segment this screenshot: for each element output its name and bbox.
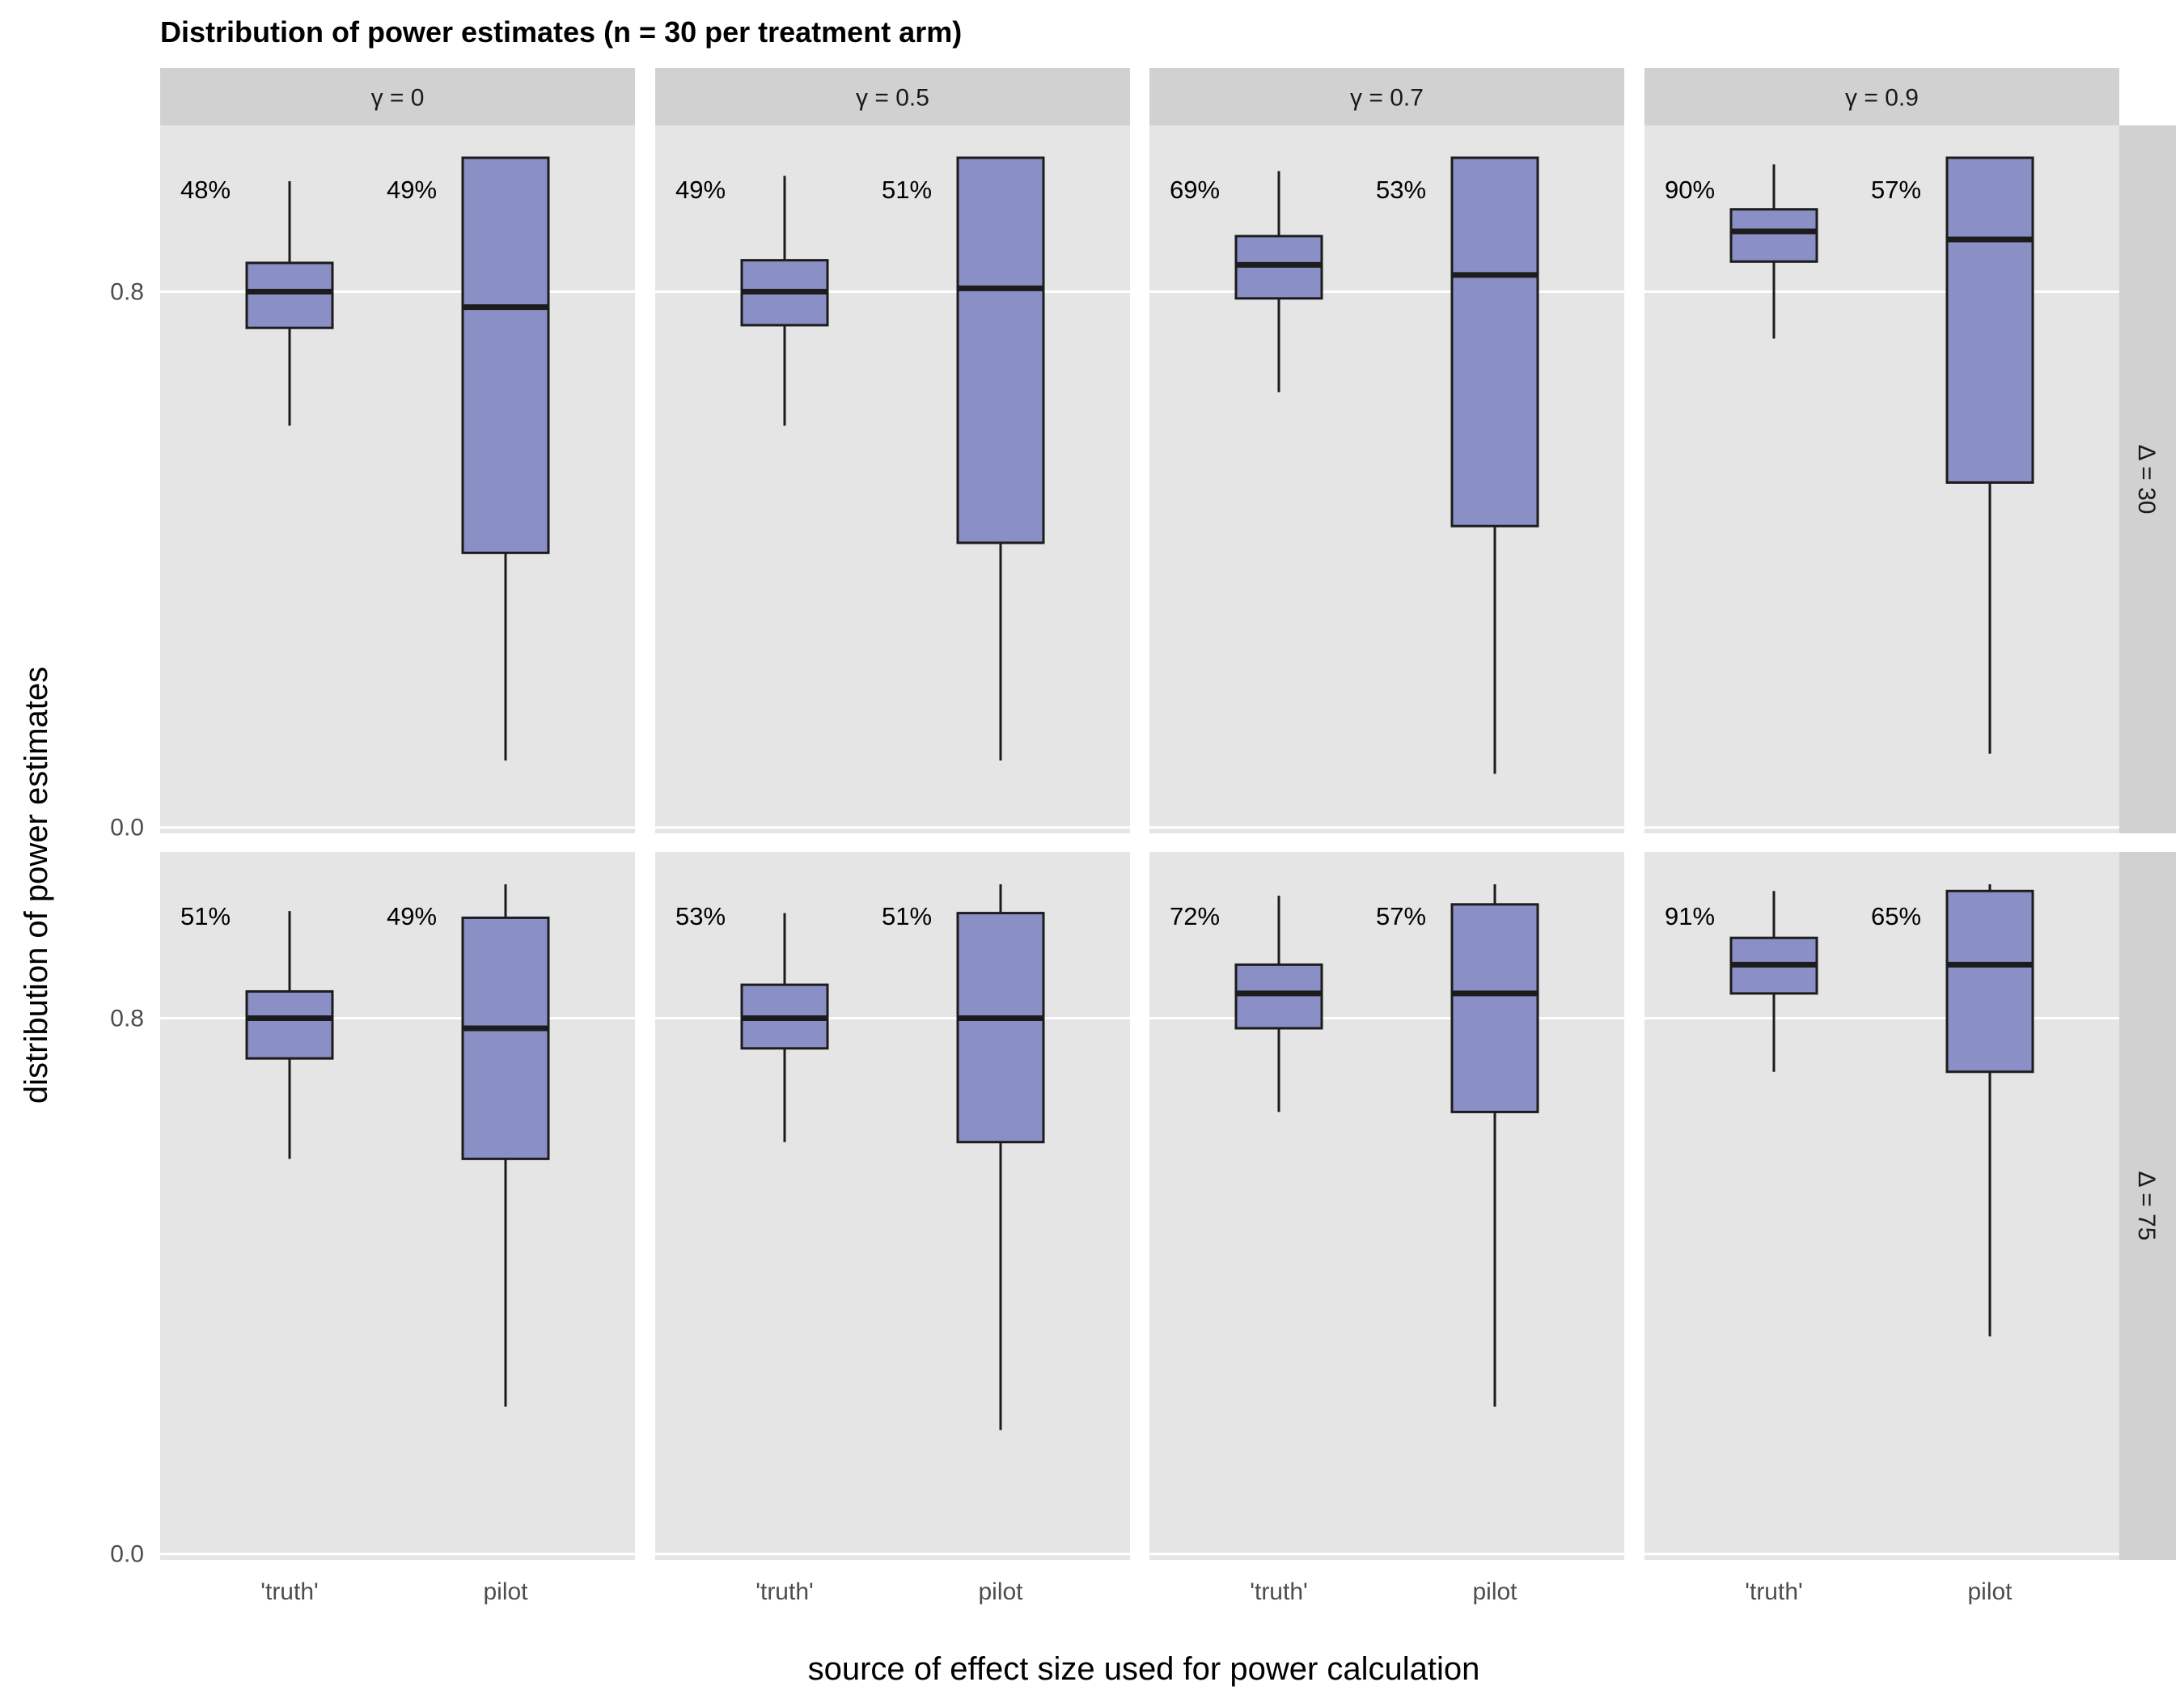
y-tick-label: 0.8 <box>110 279 144 306</box>
y-tick-label: 0.0 <box>110 1541 144 1568</box>
row-strip-label: Δ = 75 <box>2133 1172 2160 1241</box>
percent-label: 53% <box>1376 176 1426 204</box>
box-iqr <box>461 916 550 1160</box>
panel-background <box>655 852 1130 1560</box>
box-iqr <box>245 261 334 329</box>
box-iqr <box>1450 156 1539 527</box>
box-iqr <box>956 156 1045 544</box>
percent-label: 72% <box>1170 902 1220 930</box>
column-strip <box>1149 68 1624 125</box>
box-iqr <box>1945 889 2034 1074</box>
panel-background <box>655 125 1130 833</box>
x-tick-label: 'truth' <box>756 1578 813 1605</box>
percent-label: 49% <box>675 176 726 204</box>
row-strip <box>2119 125 2176 833</box>
x-tick-label: 'truth' <box>1250 1578 1307 1605</box>
box-iqr <box>461 156 550 554</box>
column-strip <box>160 68 635 125</box>
percent-label: 51% <box>882 902 932 930</box>
panel-background <box>1644 125 2119 833</box>
row-strip-label: Δ = 30 <box>2133 445 2160 515</box>
column-strip <box>1644 68 2119 125</box>
y-axis-title: distribution of power estimates <box>19 667 54 1104</box>
percent-label: 69% <box>1170 176 1220 204</box>
percent-label: 90% <box>1665 176 1715 204</box>
x-tick-label: pilot <box>1967 1578 2013 1605</box>
column-strip <box>655 68 1130 125</box>
x-axis-title: source of effect size used for power cal… <box>808 1651 1480 1687</box>
box-iqr <box>1945 156 2034 484</box>
percent-label: 51% <box>882 176 932 204</box>
box-iqr <box>1234 963 1323 1030</box>
panel-background <box>160 852 635 1560</box>
box-iqr <box>245 989 334 1060</box>
panel-background <box>1644 852 2119 1560</box>
x-tick-label: pilot <box>483 1578 528 1605</box>
panel-background <box>160 125 635 833</box>
percent-label: 49% <box>387 902 437 930</box>
x-tick-label: pilot <box>978 1578 1023 1605</box>
percent-label: 48% <box>180 176 231 204</box>
row-strip <box>2119 852 2176 1560</box>
box-iqr <box>1450 903 1539 1113</box>
x-tick-label: pilot <box>1472 1578 1517 1605</box>
percent-label: 57% <box>1376 902 1426 930</box>
box-iqr <box>956 912 1045 1144</box>
y-tick-label: 0.0 <box>110 815 144 841</box>
percent-label: 57% <box>1871 176 1921 204</box>
percent-label: 49% <box>387 176 437 204</box>
panel-background <box>1149 125 1624 833</box>
panel-background <box>1149 852 1624 1560</box>
chart-title: Distribution of power estimates (n = 30 … <box>160 15 962 49</box>
box-iqr <box>1729 208 1818 263</box>
percent-label: 51% <box>180 902 231 930</box>
column-strip-label: γ = 0.9 <box>1845 85 1919 112</box>
column-strip-label: γ = 0.7 <box>1350 85 1424 112</box>
x-tick-label: 'truth' <box>260 1578 318 1605</box>
column-strip-label: γ = 0.5 <box>856 85 929 112</box>
percent-label: 91% <box>1665 902 1715 930</box>
percent-label: 53% <box>675 902 726 930</box>
column-strip-label: γ = 0 <box>371 85 425 112</box>
y-tick-label: 0.8 <box>110 1006 144 1032</box>
percent-label: 65% <box>1871 902 1921 930</box>
x-tick-label: 'truth' <box>1745 1578 1802 1605</box>
